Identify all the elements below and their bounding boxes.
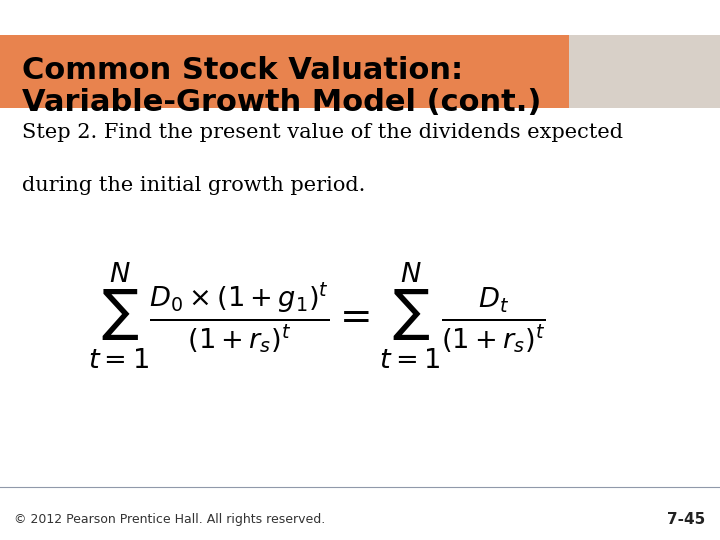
FancyBboxPatch shape bbox=[0, 35, 720, 108]
Text: © 2012 Pearson Prentice Hall. All rights reserved.: © 2012 Pearson Prentice Hall. All rights… bbox=[14, 513, 325, 526]
FancyBboxPatch shape bbox=[569, 35, 720, 108]
Text: Step 2. Find the present value of the dividends expected: Step 2. Find the present value of the di… bbox=[22, 123, 623, 142]
Text: Common Stock Valuation:: Common Stock Valuation: bbox=[22, 56, 463, 85]
Text: 7-45: 7-45 bbox=[667, 512, 706, 527]
Text: $\sum_{t=1}^{N} \frac{D_0 \times (1 + g_1)^t}{(1 + r_s)^t} = \sum_{t=1}^{N} \fra: $\sum_{t=1}^{N} \frac{D_0 \times (1 + g_… bbox=[88, 261, 546, 371]
Text: during the initial growth period.: during the initial growth period. bbox=[22, 176, 365, 195]
Text: Variable-Growth Model (cont.): Variable-Growth Model (cont.) bbox=[22, 87, 541, 117]
